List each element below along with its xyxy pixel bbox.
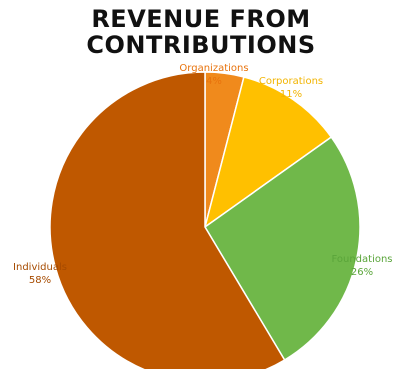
pie-slice-foundations [204, 136, 361, 362]
pie-slices [49, 71, 361, 369]
slice-label-corporations: Corporations [259, 76, 323, 87]
pie-labels: Organizations 4% Corporations 11% Foundation… [13, 63, 392, 286]
pie-slice-individuals [49, 71, 286, 369]
slice-percent-individuals: 58% [29, 275, 51, 286]
slice-label-individuals: Individuals [13, 262, 67, 273]
slice-label-organizations: Organizations [179, 63, 248, 74]
chart-title-line-1: REVENUE FROM [91, 5, 311, 33]
chart-title: REVENUE FROM CONTRIBUTIONS [0, 6, 402, 58]
pie-slice-corporations [203, 76, 333, 229]
chart-title-line-2: CONTRIBUTIONS [86, 31, 316, 59]
slice-percent-foundations: 26% [351, 267, 373, 278]
slice-percent-organizations: 4% [206, 76, 222, 87]
slice-label-foundations: Foundations [331, 254, 392, 265]
slice-percent-corporations: 11% [280, 89, 302, 100]
